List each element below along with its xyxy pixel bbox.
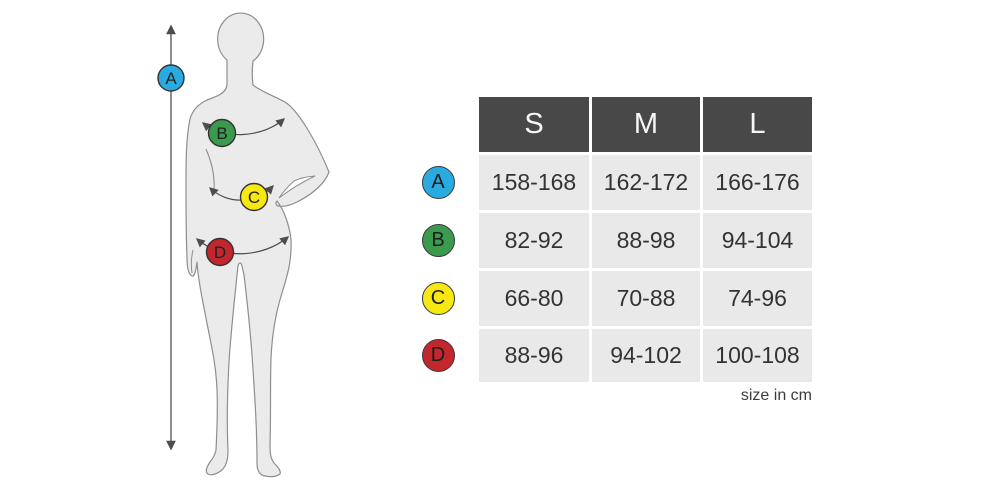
- table-corner-spacer: [400, 97, 476, 152]
- cell-a-s: 158-168: [479, 155, 589, 210]
- marker-b-badge: B: [207, 118, 237, 148]
- marker-c-circle: [239, 182, 269, 212]
- cell-c-s: 66-80: [479, 271, 589, 326]
- marker-d-label: D: [214, 243, 226, 262]
- cell-b-s: 82-92: [479, 213, 589, 268]
- marker-a-circle: [157, 64, 185, 92]
- marker-c-badge: C: [239, 182, 269, 212]
- cell-b-l: 94-104: [703, 213, 812, 268]
- row-marker-b-circle: B: [421, 224, 455, 257]
- marker-c-label: C: [248, 188, 260, 207]
- column-header-s: S: [479, 97, 589, 152]
- body-measurement-diagram: A B C D: [157, 12, 330, 478]
- marker-a-label: A: [165, 69, 177, 88]
- row-marker-d-circle: D: [421, 339, 455, 372]
- cell-a-l: 166-176: [703, 155, 812, 210]
- units-note: size in cm: [740, 387, 812, 404]
- female-body-silhouette: [185, 12, 330, 478]
- cell-d-s: 88-96: [479, 329, 589, 382]
- column-header-l: L: [703, 97, 812, 152]
- row-marker-b: B: [400, 213, 476, 268]
- column-header-m: M: [592, 97, 700, 152]
- row-marker-a-circle: A: [421, 166, 455, 199]
- marker-b-label: B: [216, 124, 227, 143]
- marker-d-badge: D: [205, 237, 235, 267]
- cell-a-m: 162-172: [592, 155, 700, 210]
- marker-b-circle: [207, 118, 237, 148]
- row-marker-c-circle: C: [421, 282, 455, 315]
- cell-c-l: 74-96: [703, 271, 812, 326]
- cell-b-m: 88-98: [592, 213, 700, 268]
- marker-d-circle: [205, 237, 235, 267]
- row-marker-a: A: [400, 155, 476, 210]
- hip-measure-arc: [195, 236, 290, 255]
- hand-thumb-line: [190, 249, 194, 274]
- arm-waist-gap: [278, 175, 316, 199]
- marker-a-badge: A: [157, 64, 185, 92]
- row-marker-d: D: [400, 329, 476, 382]
- cell-c-m: 70-88: [592, 271, 700, 326]
- cell-d-m: 94-102: [592, 329, 700, 382]
- cell-d-l: 100-108: [703, 329, 812, 382]
- size-table: S M L A 158-168 162-172 166-176 B 82-92 …: [400, 97, 812, 382]
- row-marker-c: C: [400, 271, 476, 326]
